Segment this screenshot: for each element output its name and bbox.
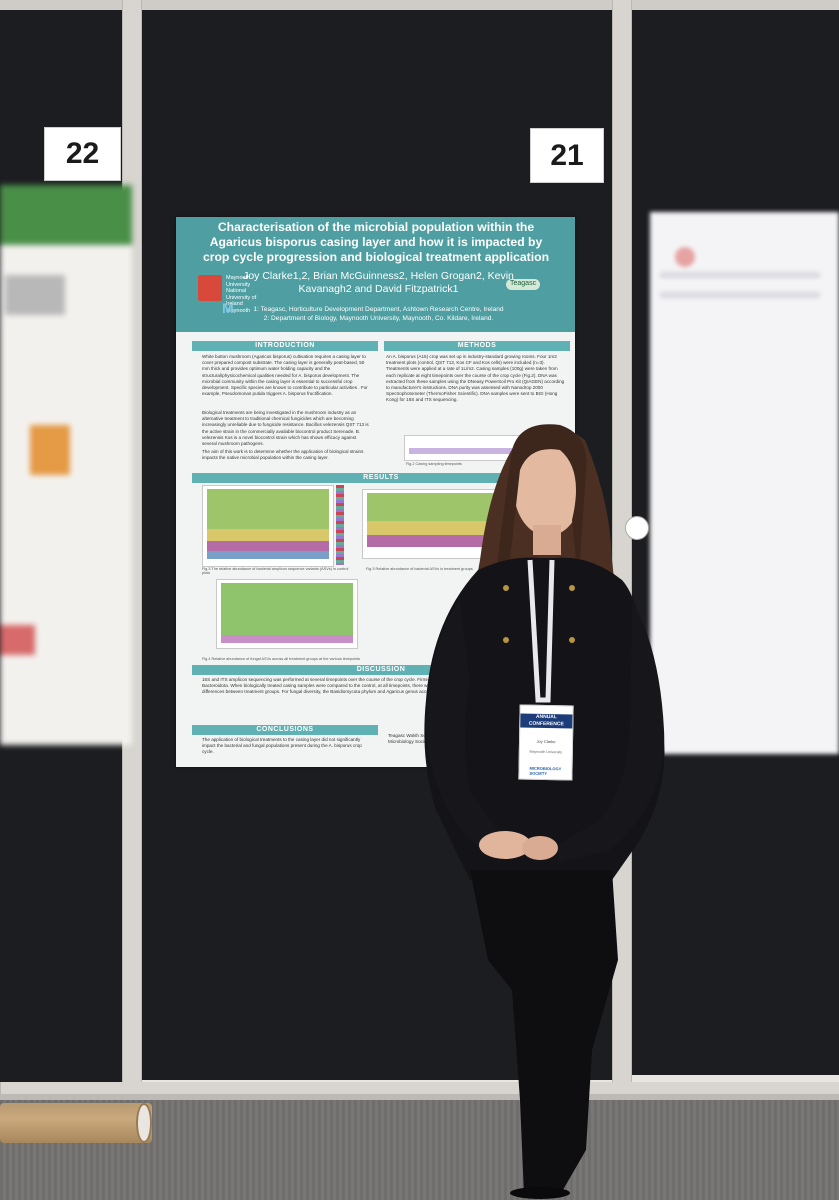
frame-base [0,1082,839,1096]
introduction-heading: INTRODUCTION [192,341,378,351]
conference-badge: ANNUAL CONFERENCE Joy Clarke Maynooth Un… [518,704,574,781]
sticker [625,516,649,540]
methods-heading: METHODS [384,341,570,351]
board-number-21: 21 [530,128,604,183]
conclusions-heading: CONCLUSIONS [192,725,378,735]
discussion-text: 16S and ITS amplicon sequencing was perf… [202,677,473,695]
poster-affiliations: 1: Teagasc, Horticulture Development Dep… [236,305,521,323]
jacket-button [569,637,575,643]
poster-tube [0,1103,152,1143]
jacket-button [503,585,509,591]
mu-m-logo: M [222,300,234,316]
maynooth-logo [198,275,222,301]
methods-text: An A. bisporus (A15) crop was set up in … [386,354,565,403]
neck [533,525,561,555]
board-number-22: 22 [44,127,121,181]
right-arm [556,600,665,862]
poster-header: Characterisation of the microbial popula… [176,217,575,332]
bacterial-control-chart [202,485,334,567]
badge-institution: Maynooth University [529,749,563,755]
poster-title: Characterisation of the microbial popula… [202,220,550,264]
badge-band: ANNUAL CONFERENCE [520,713,573,729]
blurred-poster-left [0,185,132,745]
left-arm [426,600,504,858]
affiliation-1: 1: Teagasc, Horticulture Development Dep… [253,306,504,313]
poster-authors: Joy Clarke1,2, Brian McGuinness2, Helen … [243,270,514,295]
bacterial-treatment-chart [362,489,504,559]
face [514,444,582,536]
figure-3b-caption: Fig.3 Relative abundance of bacterial AS… [366,567,473,571]
figure-2-caption: Fig.2 Casing sampling timepoints [406,462,462,466]
maynooth-logo-text: Maynooth University National University … [226,275,257,314]
jacket-button [503,637,509,643]
acknowledgements-text: Teagasc Walsh Scholarship; Microbiology … [388,733,446,745]
results-heading: RESULTS [192,473,570,483]
black-trousers [470,870,618,1195]
research-poster: Characterisation of the microbial popula… [176,217,575,767]
teagasc-logo: Teagasc [506,279,541,290]
hair-front [470,424,620,680]
blurred-poster-right [650,212,839,754]
figure-3-caption: Fig.3 The relative abundance of bacteria… [202,567,349,575]
microbiology-society-logo: MICROBIOLOGY SOCIETY [529,765,562,777]
hands [479,831,531,859]
affiliation-2: 2: Department of Biology, Maynooth Unive… [263,315,494,322]
figure-4-caption: Fig.4 Relative abundance of fungal ASVs … [202,657,361,661]
introduction-text-3: The aim of this work is to determine whe… [202,449,364,461]
fungal-chart [216,579,358,649]
chart-legend [336,485,344,565]
badge-name: Joy Clarke [536,738,556,745]
shoe [510,1187,570,1199]
conclusions-text: The application of biological treatments… [202,737,362,755]
lanyard [527,559,555,703]
introduction-text-2: Biological treatments are being investig… [202,410,369,447]
discussion-heading: DISCUSSION [192,665,570,675]
jacket-button [569,585,575,591]
poster-tube-end [136,1103,152,1143]
hands [522,836,558,860]
introduction-text: White button mushroom (Agaricus bisporus… [202,354,368,397]
skirting [0,1094,839,1104]
